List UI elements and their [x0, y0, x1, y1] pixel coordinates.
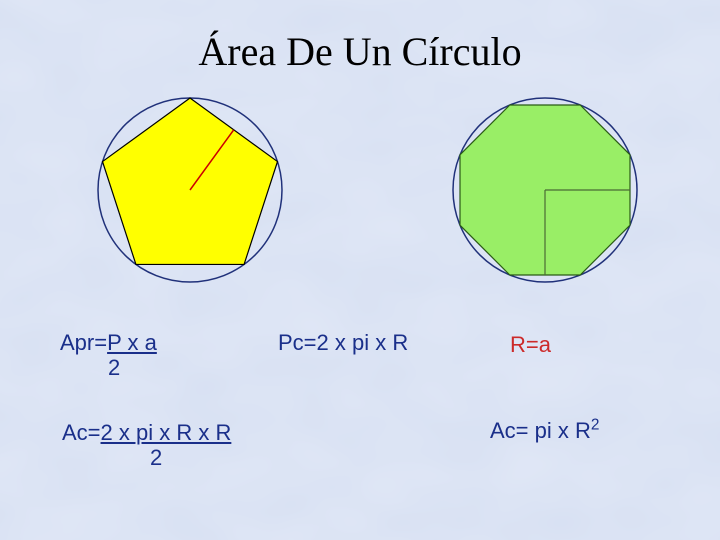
page-title: Área De Un Círculo	[0, 28, 720, 75]
formula-ac-short: Ac= pi x R2	[490, 418, 599, 443]
figure-octagon-in-circle	[435, 80, 655, 300]
formula-ac-long: Ac=2 x pi x R x R 2	[62, 420, 231, 471]
formula-pc: Pc=2 x pi x R	[278, 330, 408, 355]
formula-apr: Apr=P x a 2	[60, 330, 157, 381]
formula-r-equals-a: R=a	[510, 332, 551, 357]
figure-pentagon-in-circle	[80, 80, 300, 300]
